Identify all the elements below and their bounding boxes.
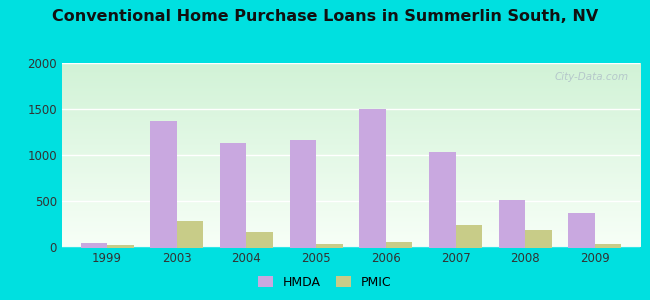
Legend: HMDA, PMIC: HMDA, PMIC <box>254 271 396 294</box>
Text: Conventional Home Purchase Loans in Summerlin South, NV: Conventional Home Purchase Loans in Summ… <box>52 9 598 24</box>
Bar <box>150 121 177 248</box>
Bar <box>456 225 482 248</box>
Bar <box>316 244 343 247</box>
Bar <box>525 230 552 247</box>
Bar <box>290 140 316 248</box>
Bar <box>81 243 107 248</box>
Bar <box>386 242 412 248</box>
Bar <box>595 244 621 248</box>
Bar <box>499 200 525 247</box>
Text: City-Data.com: City-Data.com <box>554 72 629 82</box>
Bar <box>569 213 595 247</box>
Bar <box>107 245 133 248</box>
Bar <box>359 109 386 248</box>
Bar <box>429 152 456 248</box>
Bar <box>177 221 203 247</box>
Bar <box>246 232 273 248</box>
Bar <box>220 143 246 248</box>
